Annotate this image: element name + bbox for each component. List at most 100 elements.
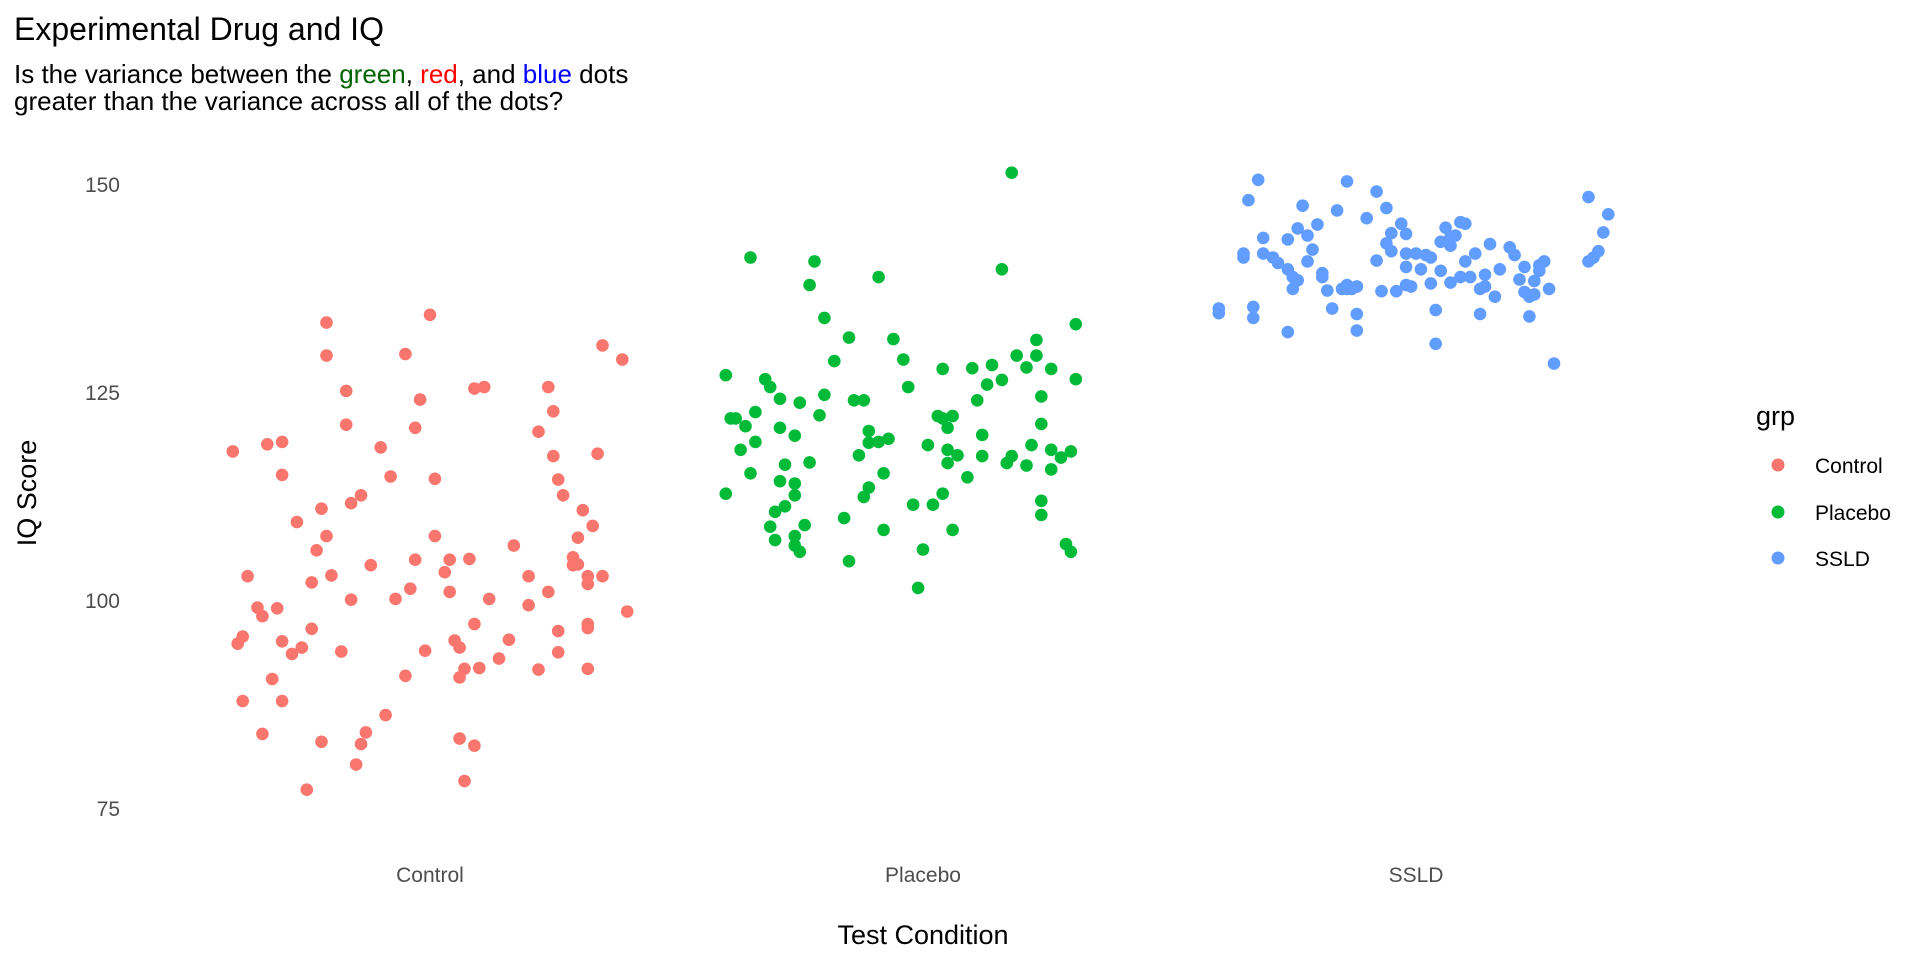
data-point [310, 544, 323, 557]
data-point [1468, 247, 1482, 260]
data-point [1439, 221, 1452, 234]
data-point [1528, 288, 1541, 301]
data-point [768, 533, 782, 547]
data-point [453, 732, 466, 745]
data-point [921, 438, 935, 452]
data-point [581, 617, 595, 631]
data-point [1463, 270, 1477, 284]
data-point [808, 255, 821, 268]
legend-item-control: Control [1771, 455, 1883, 478]
subtitle-word-red: red [420, 59, 458, 89]
data-point [793, 545, 807, 559]
data-point [1375, 284, 1388, 298]
data-point [837, 511, 851, 525]
data-point [739, 419, 752, 433]
data-point [857, 490, 871, 504]
data-point [275, 468, 289, 482]
data-point [1350, 307, 1364, 321]
legend-label-control: Control [1815, 455, 1883, 478]
data-point [443, 585, 457, 599]
data-point [778, 458, 792, 472]
data-point [408, 553, 422, 566]
data-point [458, 662, 471, 676]
data-point [1030, 333, 1043, 347]
data-point [749, 435, 762, 449]
data-point [966, 361, 979, 375]
data-point [818, 311, 831, 325]
data-point [1271, 256, 1285, 270]
data-point [305, 622, 319, 636]
data-point [1316, 270, 1329, 284]
data-point [320, 349, 333, 362]
data-point [1281, 233, 1295, 246]
data-point [1449, 229, 1462, 242]
data-point [813, 409, 826, 422]
data-point [1064, 545, 1078, 559]
data-point [1478, 268, 1492, 282]
data-point [1602, 208, 1615, 221]
data-point [763, 520, 777, 533]
data-point [1256, 231, 1270, 245]
data-point [1404, 280, 1418, 293]
data-point [443, 553, 457, 566]
data-point [428, 472, 442, 486]
data-point [803, 456, 816, 469]
data-point [798, 518, 811, 532]
data-point [877, 523, 890, 537]
data-point [290, 515, 304, 529]
data-point [862, 436, 876, 450]
data-point [315, 735, 328, 749]
data-point [1399, 247, 1413, 260]
data-point [729, 412, 742, 425]
data-point [926, 498, 940, 512]
data-point [551, 473, 565, 486]
data-point [1296, 199, 1309, 212]
subtitle-word-blue: blue [523, 59, 572, 89]
data-point [1597, 226, 1610, 239]
data-point [961, 471, 974, 484]
data-point [349, 758, 363, 771]
data-point [556, 489, 570, 502]
data-point [551, 646, 565, 659]
data-point [1483, 237, 1497, 251]
data-point [1005, 166, 1018, 179]
data-point [1537, 255, 1551, 268]
data-point [1247, 300, 1260, 314]
data-point [423, 308, 437, 322]
data-point [413, 393, 427, 406]
data-point [492, 652, 506, 665]
data-point [1528, 274, 1541, 288]
data-point [379, 708, 392, 722]
data-point [1380, 201, 1393, 215]
data-point [399, 669, 412, 683]
x-tick-labels: Control Placebo SSLD [396, 864, 1443, 887]
data-point [911, 581, 925, 595]
series-placebo [719, 166, 1083, 595]
data-point [1020, 361, 1033, 374]
data-point [862, 481, 876, 494]
subtitle-part-4: dots [572, 59, 628, 89]
data-point [507, 539, 521, 552]
data-point [354, 489, 368, 502]
data-point [482, 592, 496, 606]
data-point [295, 641, 309, 654]
legend: grp Control Placebo SSLD [1756, 401, 1891, 571]
legend-label-ssld: SSLD [1815, 548, 1870, 571]
data-point [818, 388, 831, 402]
data-point [226, 445, 240, 458]
data-point [1533, 264, 1546, 278]
y-tick-label: 125 [85, 382, 120, 405]
data-point [571, 558, 585, 571]
data-point [941, 443, 954, 457]
chart-subtitle-line-2: greater than the variance across all of … [14, 86, 563, 116]
data-point [1424, 277, 1438, 290]
x-axis-title: Test Condition [837, 920, 1008, 950]
y-tick-label: 150 [85, 174, 120, 197]
data-point [1054, 451, 1068, 464]
data-point [1350, 280, 1364, 293]
data-point [532, 425, 545, 439]
data-point [877, 467, 890, 480]
data-point [970, 394, 984, 407]
data-point [975, 428, 989, 442]
data-point [936, 362, 949, 376]
